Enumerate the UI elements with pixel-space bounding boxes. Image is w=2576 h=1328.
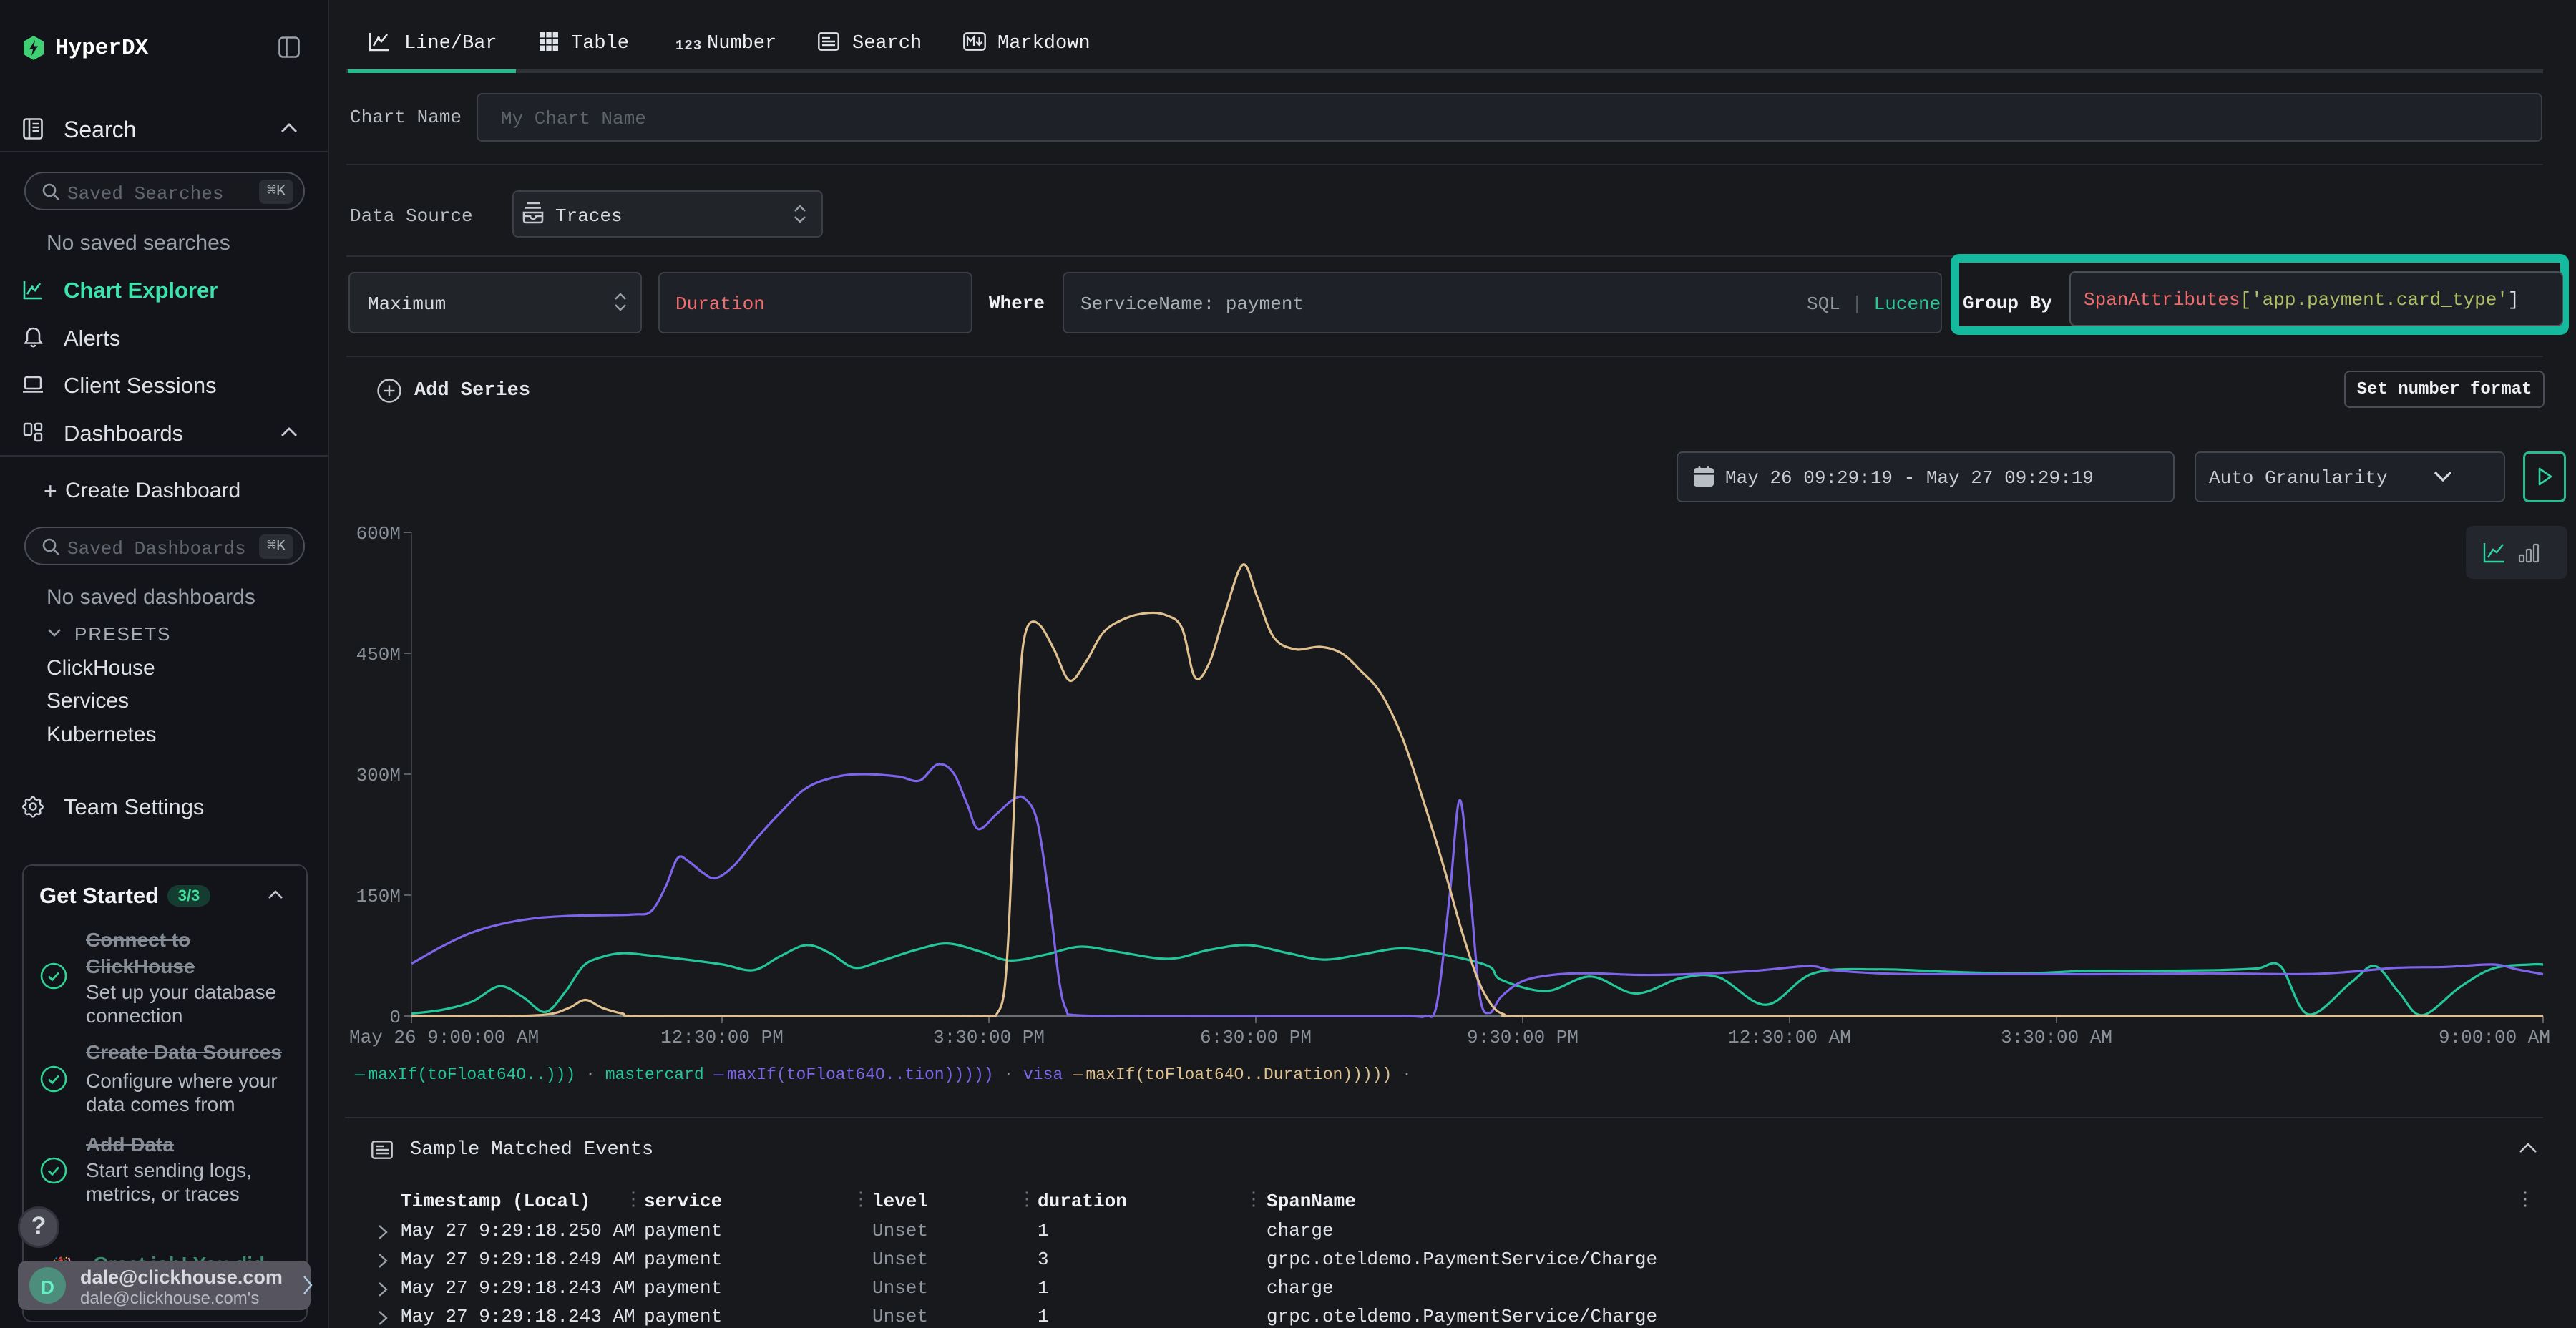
svg-text:300M: 300M [356,765,401,786]
svg-text:450M: 450M [356,644,401,665]
svg-text:12:30:00 AM: 12:30:00 AM [1728,1027,1851,1048]
svg-text:9:30:00 PM: 9:30:00 PM [1467,1027,1579,1048]
svg-text:3:30:00 AM: 3:30:00 AM [2001,1027,2112,1048]
svg-text:150M: 150M [356,886,401,907]
svg-text:May 26 9:00:00 AM: May 26 9:00:00 AM [349,1027,539,1048]
svg-text:0: 0 [389,1007,401,1028]
svg-text:12:30:00 PM: 12:30:00 PM [660,1027,784,1048]
svg-text:6:30:00 PM: 6:30:00 PM [1200,1027,1312,1048]
svg-text:3:30:00 PM: 3:30:00 PM [933,1027,1045,1048]
svg-text:9:00:00 AM: 9:00:00 AM [2439,1027,2550,1048]
svg-text:600M: 600M [356,523,401,545]
